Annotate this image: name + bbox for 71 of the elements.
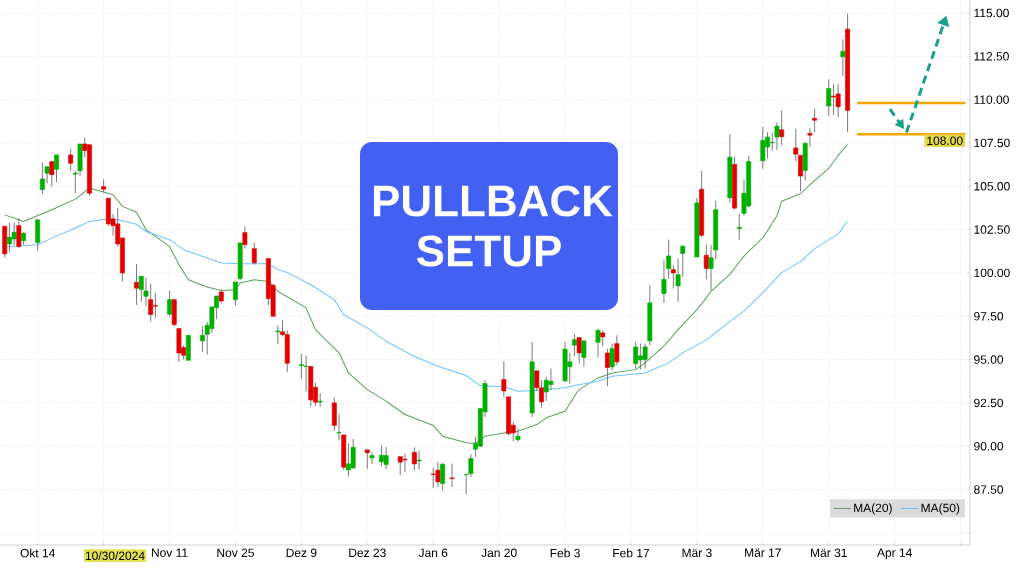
candlestick: [336, 413, 342, 441]
x-tick-label: Okt 14: [20, 548, 55, 558]
y-tick-label: 95.00: [974, 355, 1004, 364]
candlestick: [614, 334, 620, 366]
y-tick-label: 100.00: [974, 268, 1010, 278]
candlestick: [430, 467, 436, 489]
candlestick: [581, 340, 587, 368]
candlestick: [642, 343, 648, 369]
candlestick: [449, 463, 455, 488]
x-tick-label: Mär 3: [682, 548, 712, 558]
x-tick-label: Mär 17: [745, 548, 781, 557]
candlestick: [317, 392, 323, 407]
candlestick: [501, 360, 507, 398]
candlestick: [72, 170, 78, 194]
x-tick-label: Jan 6: [418, 548, 448, 558]
candlestick: [633, 341, 639, 369]
candlestick: [807, 127, 813, 148]
x-tick-label: Jan 20: [481, 548, 517, 558]
candlestick: [152, 292, 158, 319]
y-tick-label: 87.50: [974, 485, 1004, 494]
candlestick: [35, 218, 41, 251]
candlestick: [826, 78, 832, 117]
x-tick-label: Nov 11: [151, 548, 188, 557]
x-tick-label: Apr 14: [877, 548, 912, 560]
candlestick: [39, 161, 45, 195]
y-tick-label: 112.50: [974, 52, 1009, 61]
x-tick-label: Nov 25: [217, 548, 254, 558]
text: PULLBACK SETUP: [373, 185, 613, 267]
y-tick-label: 110.00: [974, 95, 1009, 104]
candlestick: [595, 328, 601, 358]
x-tick-label: Mär 31: [811, 548, 847, 558]
candlestick: [383, 446, 389, 470]
candlestick: [736, 213, 742, 241]
legend-label: MA(20): [854, 503, 892, 515]
y-tick-label: 115.00: [974, 8, 1009, 18]
ref-line-label: 108.00: [927, 136, 963, 145]
y-tick-label: 92.50: [974, 398, 1004, 408]
y-tick-label: 97.50: [974, 312, 1004, 321]
candlestick: [303, 355, 309, 392]
candlestick: [364, 449, 370, 470]
text: 10/30/2024: [85, 551, 145, 560]
candlestick: [835, 83, 841, 118]
candlestick: [101, 178, 107, 193]
x-tick-label: Dez 9: [286, 548, 317, 558]
candlestick: [440, 462, 446, 491]
candlestick: [369, 451, 375, 465]
y-tick-label: 105.00: [974, 182, 1010, 191]
candlestick: [134, 263, 139, 306]
candlestick: [7, 222, 12, 253]
candlestick: [411, 446, 417, 471]
y-tick-label: 90.00: [974, 441, 1004, 451]
candlestick: [840, 38, 846, 77]
x-tick-label: Feb 3: [550, 548, 580, 558]
y-tick-label: 107.50: [974, 138, 1010, 148]
candlestick: [812, 108, 818, 133]
candlestick: [760, 126, 766, 170]
candlestick: [54, 154, 59, 183]
legend-label: MA(50): [921, 503, 960, 515]
candlestick: [242, 225, 248, 250]
candlestick: [251, 242, 257, 266]
y-tick-label: 102.50: [974, 225, 1010, 234]
candlestick: [779, 109, 785, 146]
candlestick: [49, 160, 55, 188]
candlestick: [576, 337, 582, 364]
candlestick: [661, 259, 667, 304]
candlestick: [416, 450, 422, 471]
x-tick-label: Feb 17: [613, 548, 650, 558]
x-tick-label: Dez 23: [349, 548, 386, 558]
candlestick: [68, 148, 74, 172]
candlestick: [233, 281, 238, 306]
candlestick: [572, 333, 577, 357]
